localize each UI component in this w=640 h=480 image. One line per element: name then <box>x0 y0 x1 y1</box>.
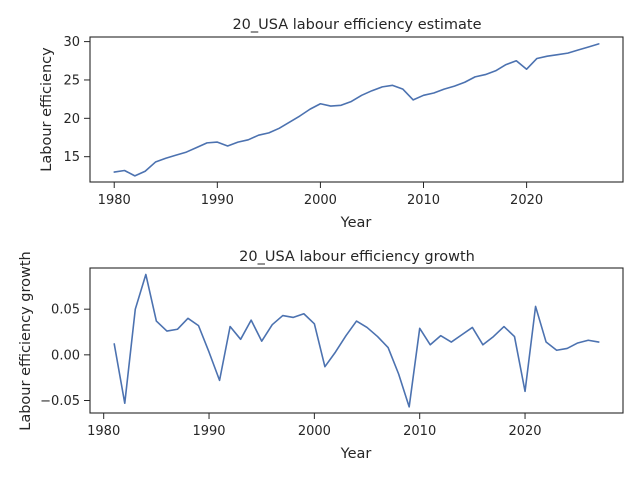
x-tick-label: 2020 <box>508 424 541 439</box>
y-tick-label: 0.00 <box>51 348 80 363</box>
efficiency-line <box>113 43 600 177</box>
x-tick-label: 2010 <box>407 193 440 208</box>
chart-title: 20_USA labour efficiency estimate <box>232 17 481 33</box>
y-tick-label: 0.05 <box>51 303 80 318</box>
y-axis-ticks: 15 20 25 30 <box>63 35 90 165</box>
y-tick-label: 15 <box>63 150 80 165</box>
x-tick-label: 1980 <box>98 193 131 208</box>
y-tick-label: 25 <box>63 73 80 88</box>
y-axis-label: Labour efficiency growth <box>18 251 34 430</box>
x-tick-label: 1990 <box>201 193 234 208</box>
x-tick-label: 2010 <box>403 424 436 439</box>
y-axis-label: Labour efficiency <box>39 47 55 172</box>
chart-title: 20_USA labour efficiency growth <box>239 249 475 265</box>
y-tick-label: −0.05 <box>40 394 80 409</box>
x-tick-label: 2000 <box>304 193 337 208</box>
efficiency-growth-chart: 20_USA labour efficiency growth 1980 1990… <box>18 249 624 462</box>
x-tick-label: 2020 <box>510 193 543 208</box>
x-tick-label: 1980 <box>87 424 120 439</box>
x-axis-ticks: 1980 1990 2000 2010 2020 <box>98 182 543 208</box>
efficiency-estimate-chart: 20_USA labour efficiency estimate 1980 19… <box>39 17 624 231</box>
y-axis-ticks: −0.05 0.00 0.05 <box>40 303 90 409</box>
plot-frame <box>89 267 624 414</box>
x-axis-label: Year <box>340 215 372 231</box>
x-axis-ticks: 1980 1990 2000 2010 2020 <box>87 413 542 439</box>
x-tick-label: 2000 <box>298 424 331 439</box>
plot-frame <box>89 36 624 183</box>
y-tick-label: 20 <box>63 112 80 127</box>
x-axis-label: Year <box>340 446 372 462</box>
y-tick-label: 30 <box>63 35 80 50</box>
growth-line <box>113 273 600 408</box>
x-tick-label: 1990 <box>192 424 225 439</box>
